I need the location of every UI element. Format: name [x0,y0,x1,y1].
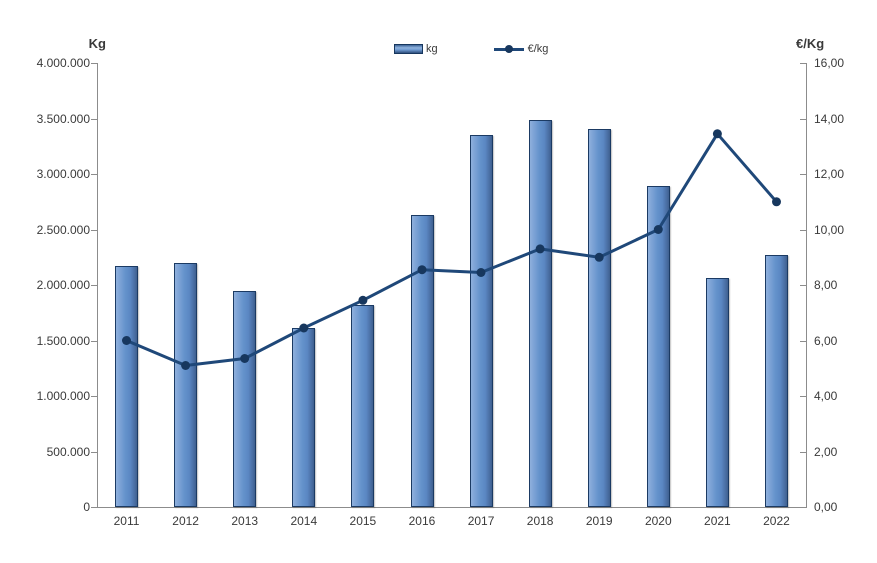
x-axis-line [97,507,807,508]
axis-tick [91,285,98,286]
y-axis-right-label: 12,00 [814,167,845,181]
x-axis-label: 2016 [408,514,436,528]
bar-2021 [705,278,729,507]
x-axis-label: 2020 [644,514,672,528]
axis-tick [91,507,98,508]
axis-tick [800,118,807,120]
axis-tick [800,340,807,342]
right-axis-title: €/Kg [796,36,825,51]
bar-2017 [469,135,493,507]
bar-2019 [587,128,611,507]
line-marker-2022 [772,197,781,207]
bar-2022 [765,255,788,507]
y-axis-left-label: 3.000.000 [36,167,90,181]
axis-tick [800,396,807,397]
x-axis-label: 2012 [172,514,199,528]
y-axis-right-label: 2,00 [814,444,838,459]
bar-2016 [410,215,434,507]
y-axis-right-label: 4,00 [814,389,838,403]
axis-tick [800,507,807,508]
bar-2020 [646,186,670,507]
axis-tick [91,63,98,64]
axis-tick [800,63,807,64]
bar-2018 [528,119,552,507]
axis-tick [91,451,98,453]
legend-item-eur-per-kg: €/kg [493,43,549,55]
axis-tick [800,174,807,175]
y-axis-left-label: 0 [83,500,90,514]
y-axis-right-label: 14,00 [814,111,845,126]
y-axis-left-label: 1.500.000 [36,333,90,348]
bar-2013 [233,290,257,507]
bar-series-swatch-icon [394,44,423,54]
x-axis-label: 2011 [113,514,140,528]
bar-2011 [115,266,138,507]
legend-kg-label: kg [426,43,438,55]
line-series-swatch-icon [493,44,524,54]
axis-tick [800,285,807,286]
axis-tick [800,229,807,231]
legend-item-kg: kg [394,43,438,55]
y-axis-left-label: 2.500.000 [36,222,90,237]
line-marker-2021 [712,129,722,139]
y-axis-left-label: 4.000.000 [36,56,90,70]
x-axis-label: 2017 [467,514,495,528]
y-axis-right-label: 8,00 [814,278,838,292]
line-marker-2015 [358,295,368,305]
y-axis-left-label: 2.000.000 [36,278,90,292]
x-axis-label: 2013 [231,514,259,528]
x-axis-label: 2021 [704,514,731,528]
axis-tick [91,174,98,175]
y-axis-left-label: 1.000.000 [36,389,90,403]
axis-tick [91,118,98,120]
bar-2012 [174,262,198,507]
y-axis-left-label: 3.500.000 [36,111,90,126]
x-axis-label: 2022 [763,514,790,528]
bar-2015 [351,305,375,507]
y-axis-right-label: 10,00 [814,222,845,237]
left-axis-title: Kg [88,36,106,51]
y-axis-right-label: 6,00 [814,333,838,348]
axis-tick [91,396,98,397]
y-axis-right-label: 0,00 [814,500,838,514]
axis-tick [91,229,98,231]
x-axis-label: 2019 [585,514,613,528]
x-axis-label: 2015 [349,514,377,528]
legend: kg €/kg [394,43,548,55]
axis-tick [91,340,98,342]
bar-2014 [292,327,316,507]
legend-eur-per-kg-label: €/kg [527,43,549,55]
x-axis-label: 2014 [290,514,318,528]
axis-tick [800,451,807,453]
x-axis-label: 2018 [526,514,554,528]
y-axis-left-label: 500.000 [46,444,90,459]
y-axis-right-label: 16,00 [814,56,845,70]
price-line [125,132,778,367]
